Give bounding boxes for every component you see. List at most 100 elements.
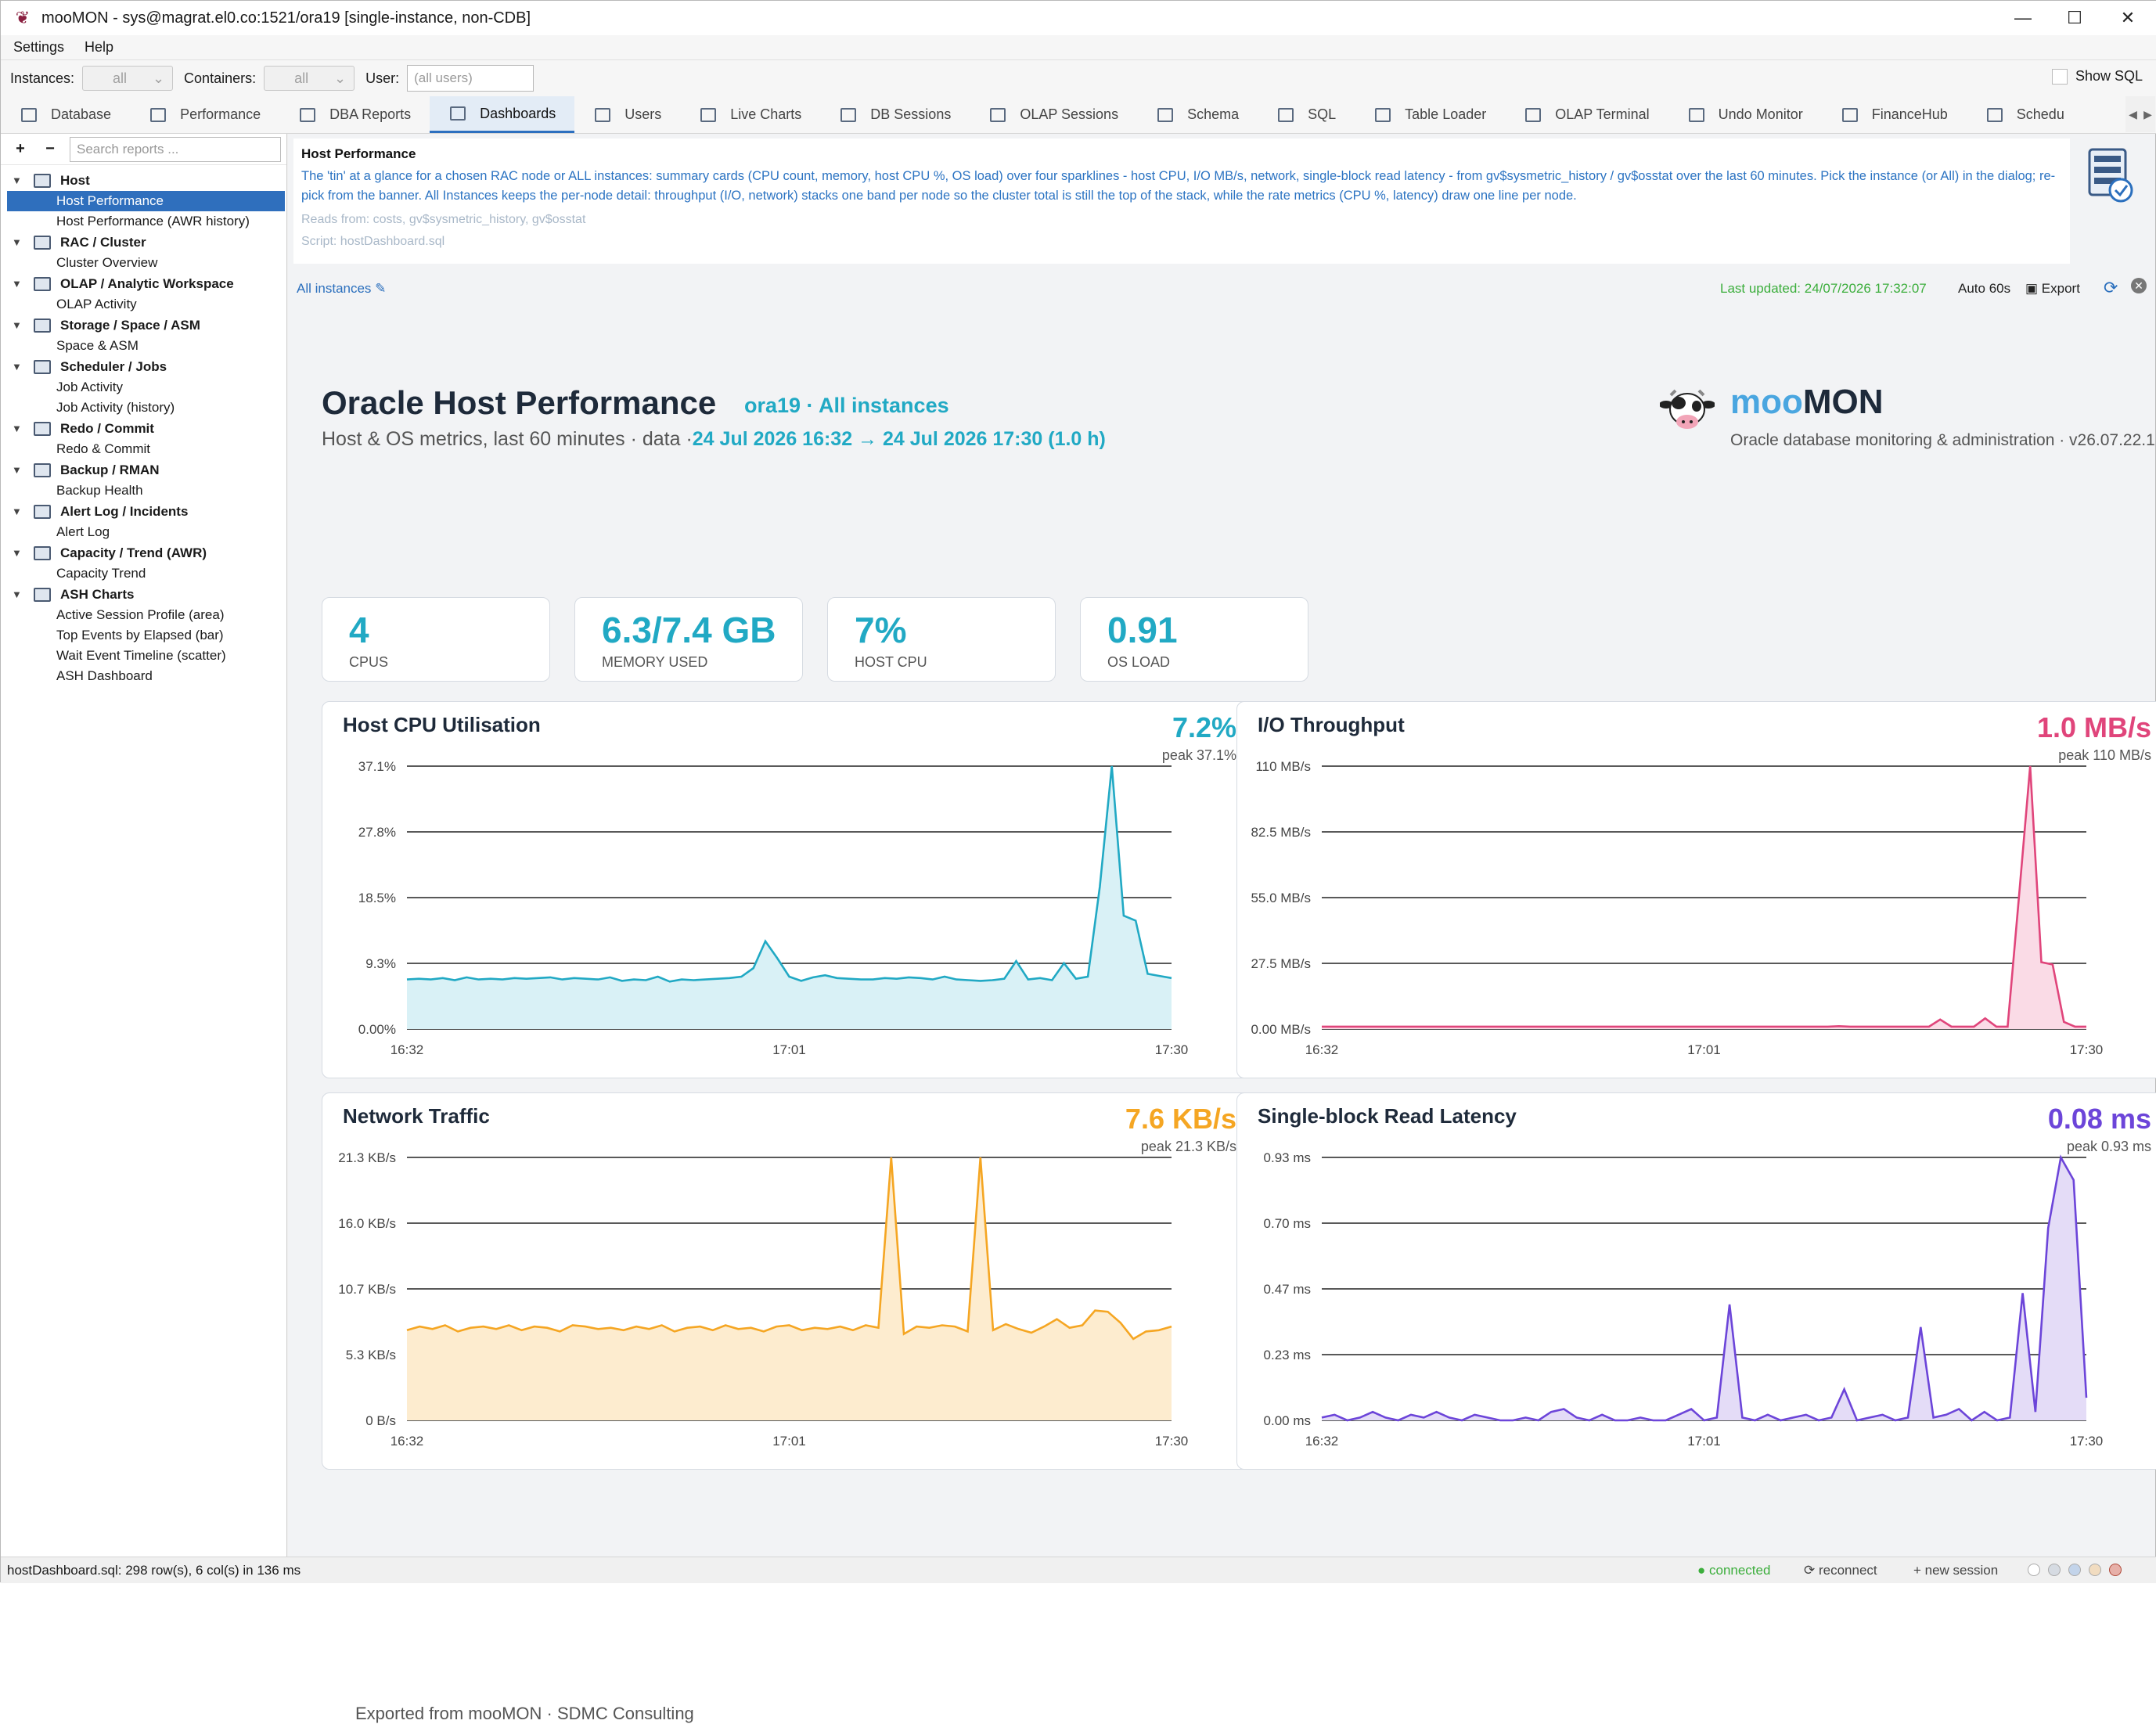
tree-item[interactable]: Wait Event Timeline (scatter): [1, 646, 286, 666]
chevron-right-icon[interactable]: ▶: [2143, 108, 2152, 121]
tree-group[interactable]: ▼Backup / RMAN: [1, 459, 286, 480]
all-instances-link[interactable]: All instances ✎: [297, 281, 386, 297]
status-dot[interactable]: [2028, 1564, 2040, 1576]
tree-item[interactable]: Alert Log: [1, 522, 286, 542]
card-value: 6.3/7.4 GB: [602, 609, 776, 651]
tree-group[interactable]: ▼Scheduler / Jobs: [1, 356, 286, 377]
tree-group[interactable]: ▼Capacity / Trend (AWR): [1, 542, 286, 563]
tree-item[interactable]: Host Performance (AWR history): [1, 211, 286, 232]
tree-item[interactable]: Space & ASM: [1, 336, 286, 356]
menu-help[interactable]: Help: [85, 39, 113, 56]
tree-item[interactable]: Redo & Commit: [1, 439, 286, 459]
tab-label: Table Loader: [1405, 106, 1486, 123]
caret-down-icon[interactable]: ▼: [12, 319, 23, 331]
tree-group[interactable]: ▼OLAP / Analytic Workspace: [1, 273, 286, 294]
status-message: hostDashboard.sql: 298 row(s), 6 col(s) …: [7, 1563, 301, 1578]
brand-moo: moo: [1730, 383, 1803, 421]
menu-settings[interactable]: Settings: [13, 39, 64, 56]
tab-sql[interactable]: SQL: [1258, 96, 1355, 133]
caret-down-icon[interactable]: ▼: [12, 175, 23, 186]
tab-financehub[interactable]: FinanceHub: [1822, 96, 1967, 133]
containers-select[interactable]: all⌄: [264, 66, 355, 91]
chevron-left-icon[interactable]: ◀: [2129, 108, 2137, 121]
tree-group[interactable]: ▼Storage / Space / ASM: [1, 315, 286, 336]
tab-database[interactable]: Database: [1, 96, 130, 133]
collapse-all-button[interactable]: −: [40, 140, 60, 158]
report-search-input[interactable]: Search reports ...: [70, 137, 281, 162]
tree-group[interactable]: ▼ASH Charts: [1, 584, 286, 605]
close-icon[interactable]: ✕: [2131, 278, 2147, 293]
tab-table-loader[interactable]: Table Loader: [1355, 96, 1505, 133]
tab-users[interactable]: Users: [574, 96, 680, 133]
caret-down-icon[interactable]: ▼: [12, 464, 23, 476]
minimize-button[interactable]: —: [1993, 1, 2053, 35]
chart-svg: 21.3 KB/s16.0 KB/s10.7 KB/s5.3 KB/s0 B/s…: [322, 1093, 1257, 1470]
tab-performance[interactable]: Performance: [130, 96, 279, 133]
tree-item[interactable]: ASH Dashboard: [1, 666, 286, 686]
tree-group[interactable]: ▼Redo / Commit: [1, 418, 286, 439]
tab-dashboards[interactable]: Dashboards: [430, 96, 574, 133]
series-line: [407, 1157, 1172, 1339]
tree-item[interactable]: Top Events by Elapsed (bar): [1, 625, 286, 646]
y-tick-label: 0.47 ms: [1264, 1282, 1311, 1297]
x-tick-label: 16:32: [391, 1042, 424, 1057]
caret-down-icon[interactable]: ▼: [12, 423, 23, 434]
expand-all-button[interactable]: +: [10, 140, 31, 158]
caret-down-icon[interactable]: ▼: [12, 506, 23, 517]
status-dot[interactable]: [2048, 1564, 2061, 1576]
report-banner: Host Performance The 'tin' at a glance f…: [293, 139, 2070, 264]
export-button[interactable]: ▣ Export: [2025, 281, 2080, 297]
auto-refresh-toggle[interactable]: Auto 60s: [1958, 281, 2010, 297]
brand-block: mooMON Oracle database monitoring & admi…: [1660, 384, 2156, 462]
tab-undo-monitor[interactable]: Undo Monitor: [1668, 96, 1822, 133]
tree-group[interactable]: ▼Host: [1, 170, 286, 191]
tree-item[interactable]: Job Activity: [1, 377, 286, 398]
new-session-button[interactable]: + new session: [1913, 1563, 1998, 1578]
series-line: [1322, 766, 2086, 1027]
tree-group[interactable]: ▼Alert Log / Incidents: [1, 501, 286, 522]
tab-live-charts[interactable]: Live Charts: [680, 96, 820, 133]
tab-label: OLAP Terminal: [1555, 106, 1649, 123]
x-tick-label: 17:01: [1687, 1434, 1721, 1449]
tree-group[interactable]: ▼RAC / Cluster: [1, 232, 286, 253]
tree-item[interactable]: Host Performance: [7, 191, 285, 211]
status-dot[interactable]: [2068, 1564, 2081, 1576]
key-icon: [1278, 108, 1294, 122]
caret-down-icon[interactable]: ▼: [12, 547, 23, 559]
tab-schema[interactable]: Schema: [1137, 96, 1258, 133]
tab-dba-reports[interactable]: DBA Reports: [279, 96, 430, 133]
tree-item[interactable]: Capacity Trend: [1, 563, 286, 584]
show-sql-checkbox[interactable]: Show SQL: [2052, 68, 2143, 85]
caret-down-icon[interactable]: ▼: [12, 588, 23, 600]
user-input[interactable]: (all users): [407, 65, 534, 92]
caret-down-icon[interactable]: ▼: [12, 361, 23, 373]
status-dot[interactable]: [2109, 1564, 2122, 1576]
card-value: 7%: [855, 609, 906, 651]
tab-scroll-arrows[interactable]: ◀▶: [2125, 96, 2155, 132]
tab-db-sessions[interactable]: DB Sessions: [820, 96, 970, 133]
caret-down-icon[interactable]: ▼: [12, 278, 23, 290]
refresh-icon[interactable]: ⟳: [2104, 278, 2118, 298]
tree-item[interactable]: Cluster Overview: [1, 253, 286, 273]
tab-schedu[interactable]: Schedu: [1967, 96, 2083, 133]
instances-select[interactable]: all⌄: [82, 66, 173, 91]
reconnect-button[interactable]: ⟳ reconnect: [1804, 1563, 1877, 1578]
maximize-button[interactable]: ☐: [2045, 1, 2104, 35]
status-dot[interactable]: [2089, 1564, 2101, 1576]
tab-olap-terminal[interactable]: OLAP Terminal: [1505, 96, 1668, 133]
tab-olap-sessions[interactable]: OLAP Sessions: [970, 96, 1137, 133]
close-button[interactable]: ✕: [2098, 1, 2156, 35]
caret-down-icon[interactable]: ▼: [12, 236, 23, 248]
tree-item[interactable]: Active Session Profile (area): [1, 605, 286, 625]
tree-item[interactable]: OLAP Activity: [1, 294, 286, 315]
y-tick-label: 27.8%: [358, 825, 396, 840]
brand-name: mooMON: [1730, 383, 1884, 422]
tree-item[interactable]: Backup Health: [1, 480, 286, 501]
dashboard-area: Host Performance The 'tin' at a glance f…: [288, 134, 2155, 1557]
tree-item[interactable]: Job Activity (history): [1, 398, 286, 418]
cow-logo-icon: [1660, 387, 1715, 434]
